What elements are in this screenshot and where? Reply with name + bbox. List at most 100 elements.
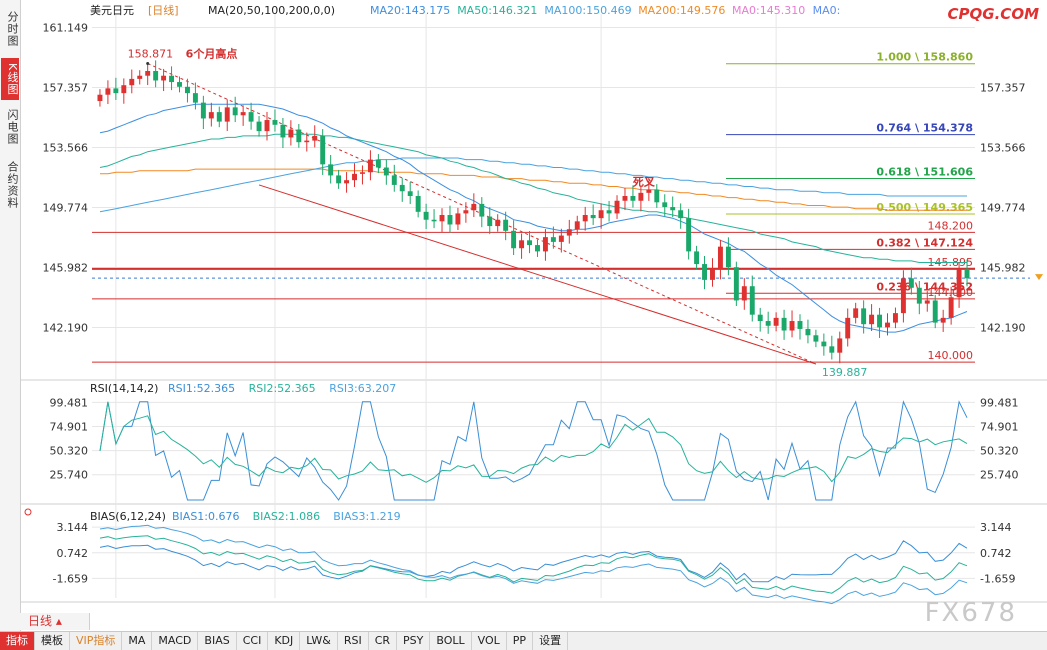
candle-body [431, 219, 437, 222]
candle-body [781, 317, 787, 331]
candle-body [288, 129, 294, 138]
candle-body [757, 314, 763, 322]
indicator-tab[interactable]: BOLL [430, 632, 472, 650]
indicator-tab[interactable]: BIAS [198, 632, 237, 650]
candle-body [352, 173, 357, 181]
indicator-tab[interactable]: MACD [152, 632, 199, 650]
candle-body [328, 164, 334, 176]
candle-body [821, 341, 827, 347]
candle-body [614, 200, 620, 214]
candle-body [344, 180, 350, 184]
indicator-tab[interactable]: KDJ [268, 632, 301, 650]
candle-body [240, 112, 246, 116]
header-ma-value: MA0: [813, 4, 841, 17]
chart-area[interactable]: 161.149 157.357 153.566 149.774 145.982 142.1… [20, 0, 1047, 613]
candle-body [829, 346, 835, 353]
settings-gear-icon [24, 508, 32, 516]
tab-kline[interactable]: K线图 [1, 58, 19, 100]
rsi-tick-label-right: 25.740 [980, 469, 1019, 482]
rsi-series-label: RSI2:52.365 [249, 382, 316, 395]
candle-body [256, 121, 262, 132]
candle-body [678, 210, 684, 219]
candle-body [479, 203, 485, 217]
candle-body [208, 112, 214, 119]
tab-contract-info[interactable]: 合约资料 [6, 161, 19, 209]
candle-body [367, 159, 373, 173]
indicator-tab[interactable]: RSI [338, 632, 369, 650]
candle-body [407, 191, 413, 196]
candle-body [948, 297, 954, 318]
candle-body [908, 278, 914, 288]
left-tab-bar [0, 0, 21, 649]
candle-body [686, 218, 692, 252]
tab-flash[interactable]: 闪电图 [6, 109, 19, 145]
indicator-tab[interactable]: 设置 [533, 632, 569, 650]
candle-body [360, 172, 365, 174]
candle-body [487, 216, 493, 227]
candle-body [391, 175, 397, 185]
candle-body [932, 300, 938, 323]
high-marker [146, 62, 150, 66]
bias-series-label: BIAS2:1.086 [253, 510, 321, 523]
candle-body [646, 189, 652, 193]
candle-body [900, 278, 906, 314]
y-tick-label: 161.149 [43, 21, 89, 34]
header-period: [日线] [148, 3, 179, 17]
candle-body [733, 267, 739, 301]
candle-body [598, 210, 604, 219]
y-tick-label-right: 142.190 [980, 322, 1026, 335]
header-ma-value: MA50:146.321 [457, 4, 537, 17]
indicator-tab[interactable]: CCI [237, 632, 269, 650]
rsi-tick-label: 50.320 [50, 445, 89, 458]
candle-body [200, 102, 206, 119]
candle-body [837, 338, 843, 353]
candle-body [296, 129, 302, 143]
horizontal-level-label: 148.200 [928, 219, 974, 232]
indicator-tab[interactable]: 模板 [35, 632, 70, 650]
candle-body [153, 70, 159, 81]
indicator-tab[interactable]: PSY [397, 632, 431, 650]
indicator-tab[interactable]: LW& [300, 632, 338, 650]
indicator-tab[interactable]: CR [369, 632, 398, 650]
candle-body [224, 107, 230, 122]
header-ma-params: MA(20,50,100,200,0,0) [208, 4, 335, 17]
indicator-tab[interactable]: VIP指标 [70, 632, 123, 650]
candle-body [439, 214, 445, 222]
tab-timeshare[interactable]: 分时图 [6, 11, 19, 47]
bias1-line [99, 540, 968, 583]
header-ma-value: MA20:143.175 [370, 4, 450, 17]
candle-body [566, 229, 572, 236]
candle-body [853, 308, 859, 318]
candle-body [964, 268, 970, 279]
ma50-line [99, 133, 967, 263]
candle-body [248, 112, 254, 122]
candle-body [121, 85, 127, 94]
candle-body [280, 124, 286, 138]
candle-body [511, 230, 517, 249]
rsi-tick-label-right: 99.481 [980, 396, 1019, 409]
candle-body [773, 317, 779, 326]
period-selector[interactable]: 日线 ▴ [20, 613, 90, 630]
indicator-tab[interactable]: PP [507, 632, 534, 650]
candle-body [495, 219, 501, 227]
y-tick-label-right: 149.774 [980, 201, 1026, 214]
channel-trendline [258, 184, 817, 365]
rsi2-line [99, 401, 968, 483]
indicator-tab[interactable]: 指标 [0, 632, 35, 650]
bias2-line [99, 535, 968, 594]
candle-body [622, 196, 628, 201]
candle-body [630, 196, 636, 201]
candle-body [956, 268, 962, 298]
candle-body [885, 322, 890, 328]
indicator-tab[interactable]: MA [122, 632, 153, 650]
bias-tick-label-right: -1.659 [980, 572, 1015, 585]
fib-level-label: 0.618 \ 151.606 [876, 165, 973, 178]
y-tick-label: 153.566 [43, 141, 89, 154]
low-value-label: 139.887 [822, 366, 868, 379]
bias-tick-label: 0.742 [57, 547, 89, 560]
rsi-tick-label: 99.481 [50, 396, 89, 409]
rsi-series-label: RSI3:63.207 [329, 382, 396, 395]
bias-series-label: BIAS1:0.676 [172, 510, 240, 523]
death-cross-annotation: 死叉 [633, 175, 656, 188]
indicator-tab[interactable]: VOL [472, 632, 507, 650]
